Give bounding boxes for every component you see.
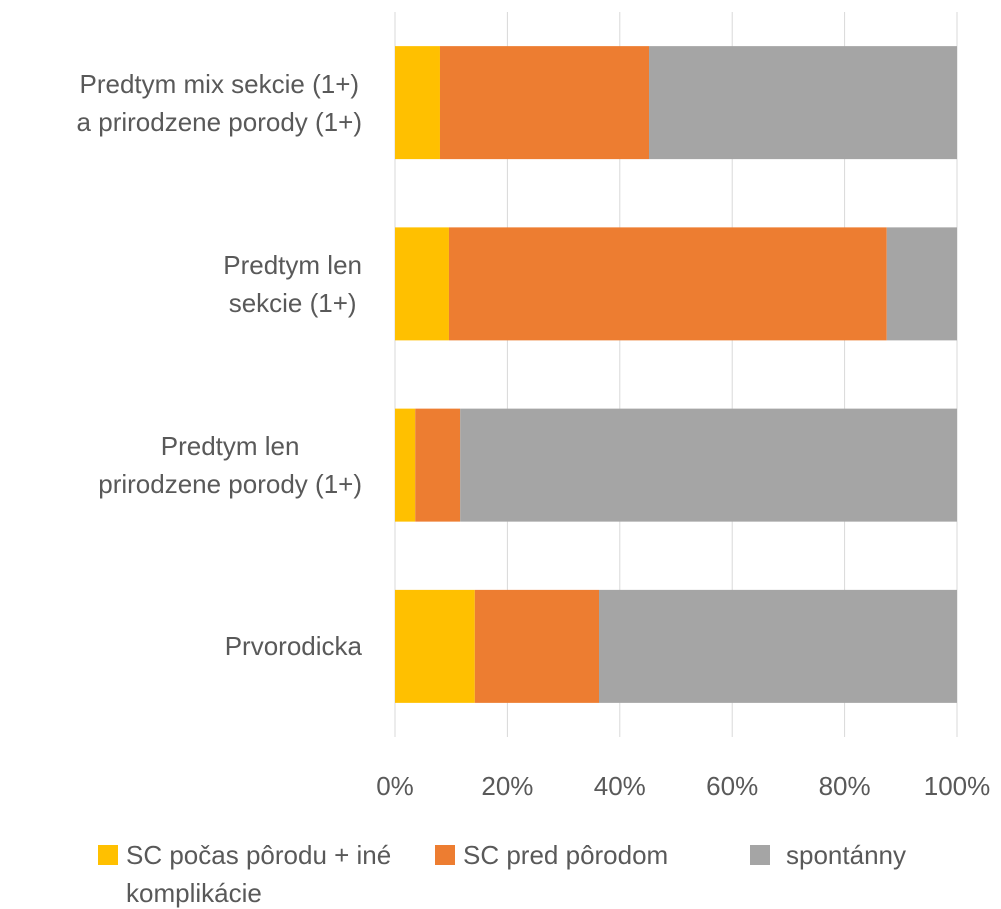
legend-swatch [435,845,455,865]
x-tick-label: 0% [376,771,414,801]
bar-segment [415,408,461,522]
category-label: Predtym len sekcie (1+) [223,249,362,318]
legend-label: SC pred pôrodom [463,840,669,870]
bar-segment [460,408,957,522]
x-tick-label: 60% [706,771,758,801]
bar-segment [395,46,440,160]
x-tick-label: 100% [924,771,991,801]
bar-segment [439,46,650,160]
x-tick-label: 20% [481,771,533,801]
bar-segment [395,408,416,522]
bar-segment [448,227,887,341]
legend-swatch [750,845,770,865]
bar-segment [886,227,957,341]
bar-segment [474,589,600,703]
bar-segment [599,589,957,703]
legend-swatch [98,845,118,865]
category-label: Predtym mix sekcie (1+) a prirodzene por… [76,68,362,137]
legend-label: spontánny [786,840,906,870]
bar-segment [395,227,449,341]
bar-segment [649,46,957,160]
legend-label: SC počas pôrodu + iné komplikácie [126,840,392,908]
x-tick-label: 80% [819,771,871,801]
category-label: Prvorodicka [224,631,362,662]
bar-segment [395,589,475,703]
x-tick-label: 40% [594,771,646,801]
category-label: Predtym len prirodzene porody (1+) [98,431,362,500]
